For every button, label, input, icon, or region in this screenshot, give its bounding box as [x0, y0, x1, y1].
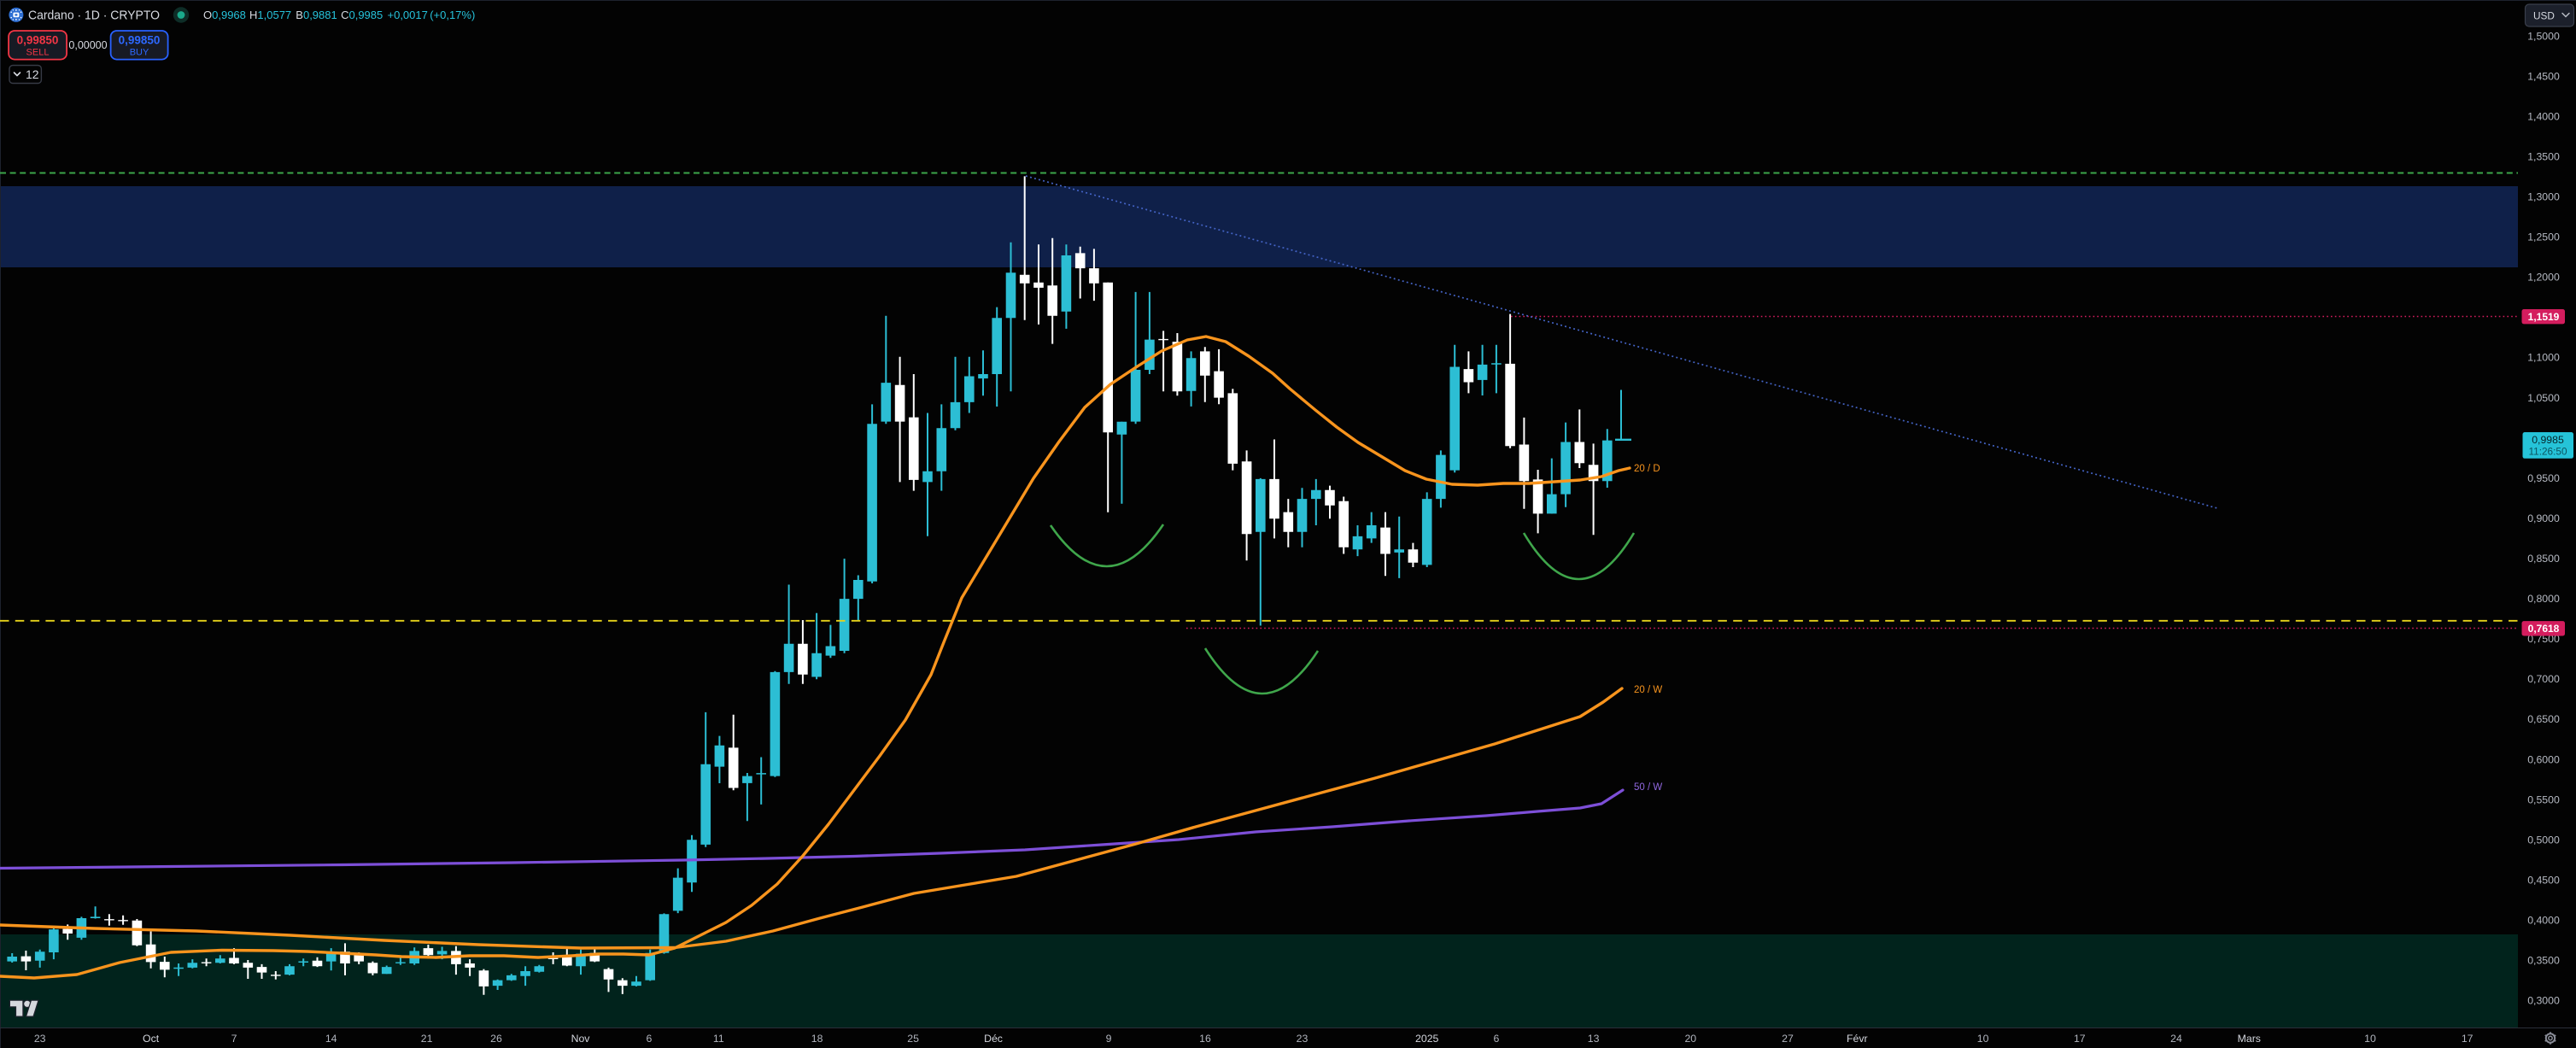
svg-text:0,3000: 0,3000: [2527, 995, 2560, 1007]
svg-text:0,9985: 0,9985: [2532, 434, 2564, 446]
svg-text:(+0,17%): (+0,17%): [430, 9, 475, 21]
svg-text:25: 25: [907, 1033, 919, 1045]
svg-text:USD: USD: [2533, 9, 2555, 21]
svg-text:10: 10: [1977, 1033, 1989, 1045]
svg-text:0,9500: 0,9500: [2527, 472, 2560, 484]
svg-text:0,6500: 0,6500: [2527, 713, 2560, 725]
svg-text:0,5500: 0,5500: [2527, 793, 2560, 805]
svg-text:0,00000: 0,00000: [68, 39, 107, 51]
svg-text:26: 26: [490, 1033, 502, 1045]
svg-text:0,4000: 0,4000: [2527, 915, 2560, 927]
svg-text:O0,9968: O0,9968: [203, 9, 246, 21]
svg-text:50 / W: 50 / W: [1634, 782, 1662, 793]
svg-text:1,1519: 1,1519: [2528, 311, 2560, 323]
svg-text:27: 27: [1782, 1033, 1794, 1045]
svg-text:17: 17: [2462, 1033, 2474, 1045]
svg-text:6: 6: [646, 1033, 652, 1045]
svg-text:0,5000: 0,5000: [2527, 834, 2560, 846]
svg-text:Mars: Mars: [2238, 1033, 2261, 1045]
svg-text:1,4500: 1,4500: [2527, 70, 2560, 82]
svg-text:+0,0017: +0,0017: [388, 9, 428, 21]
svg-text:20 / W: 20 / W: [1634, 685, 1662, 695]
svg-text:12: 12: [26, 67, 39, 81]
svg-text:0,8000: 0,8000: [2527, 593, 2560, 605]
svg-text:14: 14: [325, 1033, 337, 1045]
svg-text:18: 18: [811, 1033, 823, 1045]
svg-text:0,4500: 0,4500: [2527, 875, 2560, 887]
svg-text:6: 6: [1493, 1033, 1499, 1045]
svg-text:1,3000: 1,3000: [2527, 191, 2560, 203]
svg-text:C0,9985: C0,9985: [341, 9, 383, 21]
svg-text:Nov: Nov: [571, 1033, 591, 1045]
svg-text:13: 13: [1588, 1033, 1600, 1045]
svg-text:0,8500: 0,8500: [2527, 553, 2560, 565]
svg-text:1,3500: 1,3500: [2527, 151, 2560, 163]
svg-text:10: 10: [2364, 1033, 2376, 1045]
svg-text:7: 7: [231, 1033, 237, 1045]
svg-text:0,6000: 0,6000: [2527, 753, 2560, 765]
svg-text:23: 23: [1297, 1033, 1308, 1045]
svg-text:23: 23: [34, 1033, 46, 1045]
svg-text:11: 11: [713, 1033, 724, 1045]
svg-text:0,99850: 0,99850: [119, 34, 161, 47]
svg-text:BUY: BUY: [130, 48, 149, 58]
svg-text:2025: 2025: [1415, 1033, 1439, 1045]
svg-text:SELL: SELL: [26, 48, 50, 58]
svg-text:21: 21: [421, 1033, 433, 1045]
svg-text:Déc: Déc: [984, 1033, 1003, 1045]
svg-text:H1,0577: H1,0577: [249, 9, 291, 21]
svg-text:Cardano · 1D · CRYPTO: Cardano · 1D · CRYPTO: [28, 9, 160, 23]
svg-text:0,9000: 0,9000: [2527, 512, 2560, 524]
svg-text:24: 24: [2170, 1033, 2182, 1045]
svg-text:20: 20: [1684, 1033, 1696, 1045]
svg-text:9: 9: [1106, 1033, 1112, 1045]
svg-text:11:26:50: 11:26:50: [2528, 446, 2567, 458]
svg-text:0,7000: 0,7000: [2527, 673, 2560, 685]
svg-text:Oct: Oct: [143, 1033, 160, 1045]
svg-text:17: 17: [2074, 1033, 2086, 1045]
svg-text:Févr: Févr: [1847, 1033, 1868, 1045]
svg-text:1,5000: 1,5000: [2527, 30, 2560, 42]
svg-text:1,4000: 1,4000: [2527, 110, 2560, 122]
svg-text:1,1000: 1,1000: [2527, 352, 2560, 364]
svg-text:0,3500: 0,3500: [2527, 955, 2560, 967]
svg-text:0,7500: 0,7500: [2527, 633, 2560, 645]
svg-text:1,2000: 1,2000: [2527, 272, 2560, 284]
svg-text:1,2500: 1,2500: [2527, 231, 2560, 243]
svg-text:B0,9881: B0,9881: [296, 9, 337, 21]
svg-text:0,99850: 0,99850: [17, 34, 59, 47]
svg-text:16: 16: [1199, 1033, 1211, 1045]
svg-text:0,7618: 0,7618: [2528, 623, 2560, 635]
svg-text:1,0500: 1,0500: [2527, 392, 2560, 404]
svg-text:20 / D: 20 / D: [1634, 464, 1660, 474]
